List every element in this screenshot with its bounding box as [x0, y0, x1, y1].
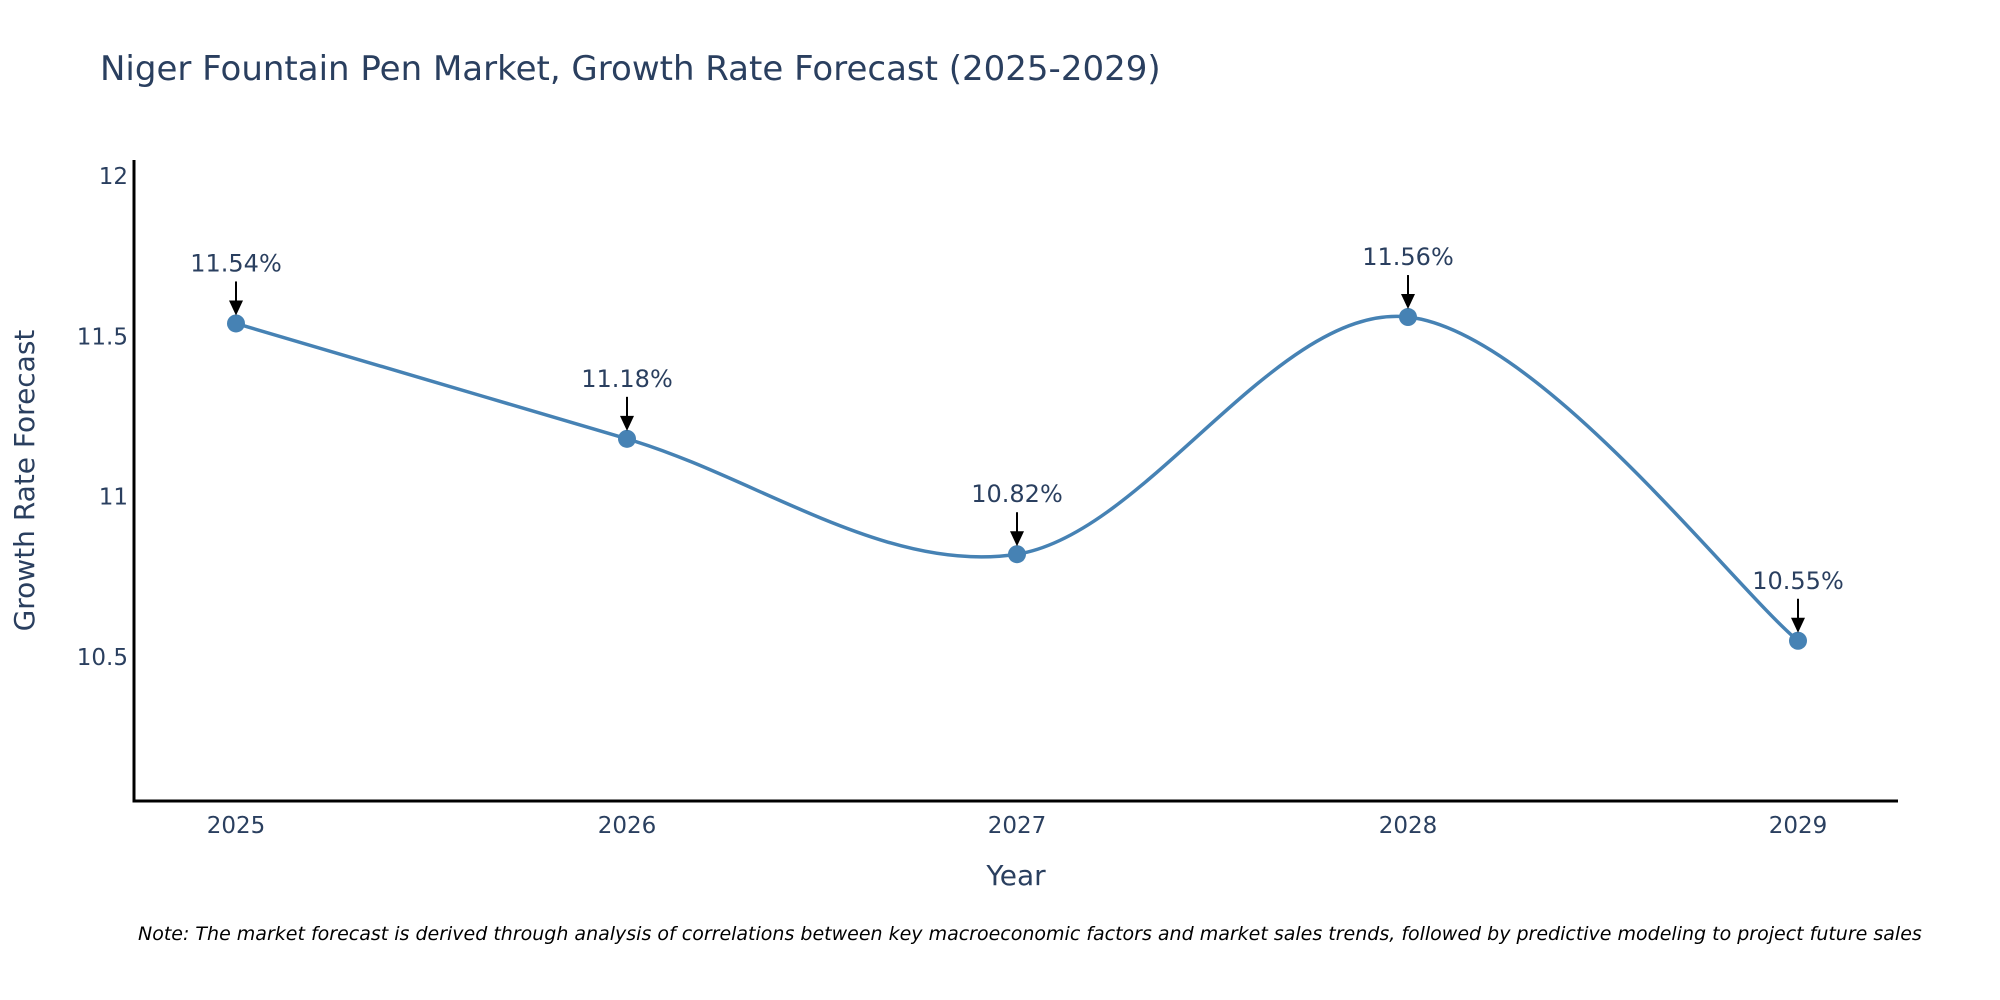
annotation-2028: 11.56% — [1362, 243, 1454, 310]
data-point-2026 — [618, 429, 636, 448]
x-tick-label: 2025 — [207, 813, 266, 839]
footnote: Note: The market forecast is derived thr… — [138, 923, 1922, 945]
data-label: 11.18% — [581, 365, 673, 393]
annotation-2026: 11.18% — [581, 365, 673, 431]
annotation-arrow-head — [229, 300, 243, 316]
x-tick-label: 2028 — [1379, 813, 1438, 839]
data-label: 10.82% — [971, 480, 1063, 508]
y-tick-label: 11 — [99, 485, 128, 511]
x-tick-label: 2029 — [1769, 813, 1828, 839]
x-axis-ticks: 2025 2026 2027 2028 2029 — [207, 813, 1828, 839]
plot-area: 11.54% 11.18% 10.82% 11.56% 10.55% — [190, 243, 1844, 650]
data-annotations: 11.54% 11.18% 10.82% 11.56% 10.55% — [190, 243, 1844, 633]
annotation-2027: 10.82% — [971, 480, 1063, 547]
annotation-2025: 11.54% — [190, 249, 282, 316]
data-label: 10.55% — [1752, 567, 1844, 595]
y-tick-label: 10.5 — [77, 645, 128, 671]
y-tick-label: 12 — [99, 164, 128, 190]
annotation-arrow-head — [620, 415, 634, 431]
data-label: 11.54% — [190, 249, 282, 277]
annotation-arrow-head — [1010, 531, 1024, 547]
annotation-2029: 10.55% — [1752, 567, 1844, 633]
series-line-growth-rate — [235, 314, 1800, 643]
data-point-2028 — [1399, 308, 1417, 327]
y-tick-label: 11.5 — [77, 324, 128, 350]
y-axis-ticks: 10.5 11 11.5 12 — [77, 164, 128, 671]
data-markers — [227, 308, 1807, 650]
axes: 10.5 11 11.5 12 2025 2026 2027 2028 2029 — [77, 160, 1898, 839]
chart-title: Niger Fountain Pen Market, Growth Rate F… — [100, 49, 1161, 89]
data-label: 11.56% — [1362, 243, 1454, 271]
data-point-2025 — [227, 314, 245, 333]
annotation-arrow-head — [1791, 617, 1805, 633]
y-axis-title: Growth Rate Forecast — [8, 330, 41, 632]
data-point-2029 — [1789, 631, 1807, 650]
x-axis-title: Year — [985, 859, 1046, 892]
data-point-2027 — [1008, 545, 1026, 564]
annotation-arrow-head — [1401, 294, 1415, 310]
x-tick-label: 2027 — [988, 813, 1047, 839]
x-tick-label: 2026 — [598, 813, 657, 839]
